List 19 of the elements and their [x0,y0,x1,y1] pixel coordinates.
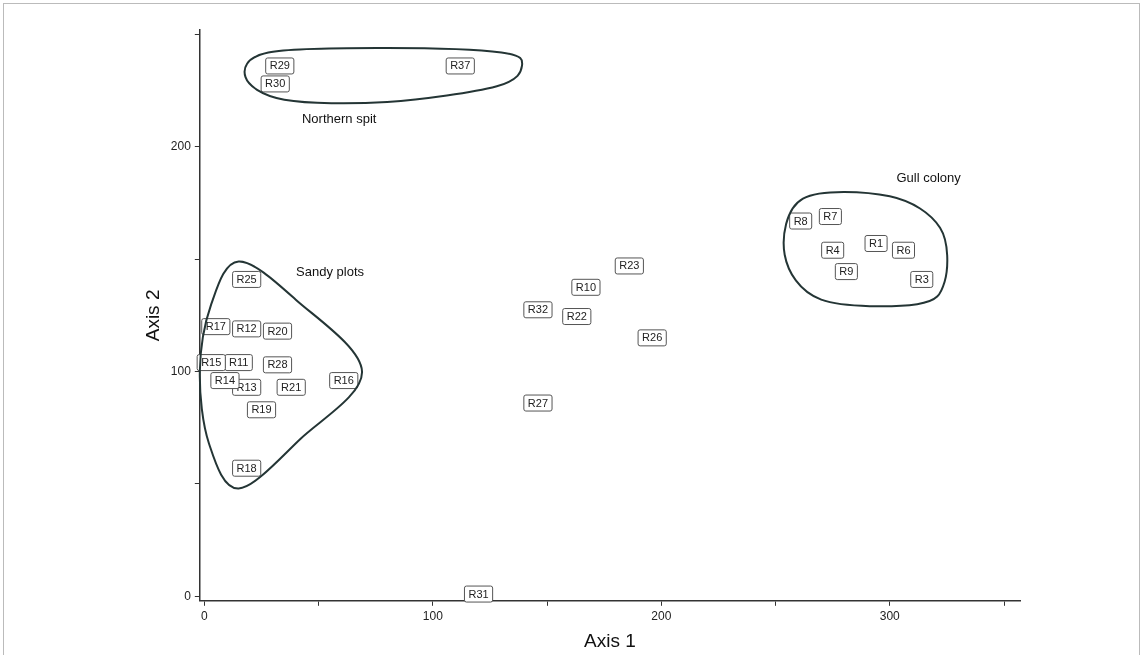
annotation: Sandy plots [296,264,365,280]
x-tick-label: 0 [201,609,209,624]
y-tick-label: 200 [170,139,192,154]
annotation: R7 [823,210,838,223]
y-tick-label: 100 [170,363,192,378]
x-tick-label: 100 [422,609,444,624]
x-tick-label: 300 [879,609,901,624]
y-tick-label: 0 [184,588,192,603]
y-axis-title: Axis 2 [141,289,163,342]
annotation: R4 [825,243,840,256]
annotation: R6 [896,243,911,256]
annotation: R1 [869,237,884,250]
x-axis-title: Axis 1 [584,629,636,651]
annotation: R8 [793,214,808,227]
annotation: Northern spit [301,111,377,127]
annotation: R3 [914,272,929,285]
annotation: R9 [839,265,854,278]
annotation: Gull colony [896,169,962,185]
x-tick-label: 200 [651,609,672,624]
